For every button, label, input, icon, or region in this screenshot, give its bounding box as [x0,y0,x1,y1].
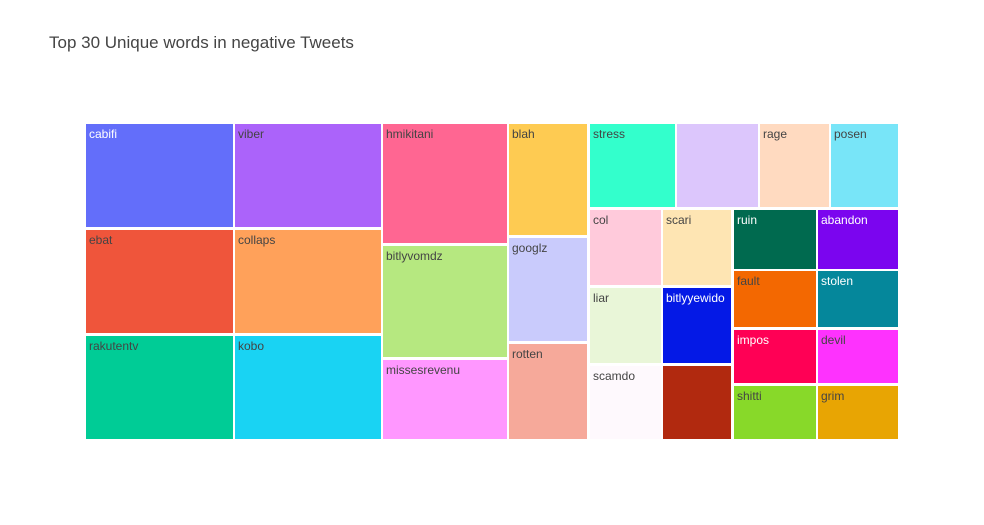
treemap-tile-label: shitti [737,389,762,403]
treemap-tile-label: ebat [89,233,113,247]
treemap-tile[interactable]: cabifi [86,124,233,227]
treemap-tile-label: scamdo [593,369,636,383]
treemap-tile-label: rotten [512,347,543,361]
treemap-tile-label: rage [763,127,788,141]
treemap-tile[interactable]: googlz [509,238,587,341]
treemap-tile[interactable]: scari [663,210,731,285]
treemap-tile[interactable]: rage [760,124,829,207]
treemap-tile[interactable]: bitlyvomdz [383,246,507,357]
treemap-tile-label: abandon [821,213,868,227]
chart-title: Top 30 Unique words in negative Tweets [49,33,354,52]
treemap-tile-label: stress [593,127,626,141]
treemap-tile-label: devil [821,333,846,347]
treemap-tile[interactable]: bitlyyewido [663,288,731,363]
treemap-tile-label: viber [238,127,265,141]
treemap-tile[interactable]: abandon [818,210,898,269]
treemap-tile-label: impos [737,333,770,347]
treemap-tile-label: scari [666,213,692,227]
treemap-tile[interactable]: devil [818,330,898,383]
treemap-tile-label: grim [821,389,845,403]
treemap-tile-label: cabifi [89,127,118,141]
treemap-tile[interactable]: grim [818,386,898,439]
treemap-tile[interactable]: blah [509,124,587,235]
treemap-tile[interactable]: stolen [818,271,898,327]
treemap-tile-label: liar [593,291,610,305]
treemap-tile[interactable]: missesrevenu [383,360,507,439]
treemap-tile[interactable]: liar [590,288,661,363]
treemap-tile[interactable]: stress [590,124,675,207]
treemap-tile-label: fault [737,274,760,288]
treemap-tile-label: blah [512,127,535,141]
treemap-tile-label: stolen [821,274,854,288]
treemap-tile-label: ruin [737,213,758,227]
treemap-tile[interactable]: viber [235,124,381,227]
treemap-tile[interactable]: impos [734,330,816,383]
treemap-tile[interactable]: hmikitani [383,124,507,243]
treemap-tile[interactable]: rakutentv [86,336,233,439]
treemap-tile[interactable]: collaps [235,230,381,333]
treemap-tile-label: bitlyyewido [666,291,725,305]
treemap-tile[interactable]: kobo [235,336,381,439]
treemap-tile[interactable] [677,124,758,207]
treemap-tile-label: bitlyvomdz [386,249,443,263]
treemap-tile[interactable]: scamdo [590,366,661,439]
treemap-tile[interactable]: ebat [86,230,233,333]
treemap-tile-label: posen [834,127,867,141]
treemap-tile[interactable]: shitti [734,386,816,439]
treemap-tile-label: missesrevenu [386,363,461,377]
treemap-tile[interactable]: ruin [734,210,816,269]
treemap-tile-label: rakutentv [89,339,139,353]
treemap-tile-label: googlz [512,241,548,255]
treemap-tile[interactable]: col [590,210,661,285]
treemap-tile[interactable]: posen [831,124,898,207]
treemap-tile-label: kobo [238,339,265,353]
treemap-tile[interactable] [663,366,731,439]
treemap-tile-label: collaps [238,233,276,247]
treemap-tile-label: col [593,213,609,227]
treemap-tile[interactable]: fault [734,271,816,327]
treemap-tile-label: hmikitani [386,127,434,141]
treemap-tile[interactable]: rotten [509,344,587,439]
